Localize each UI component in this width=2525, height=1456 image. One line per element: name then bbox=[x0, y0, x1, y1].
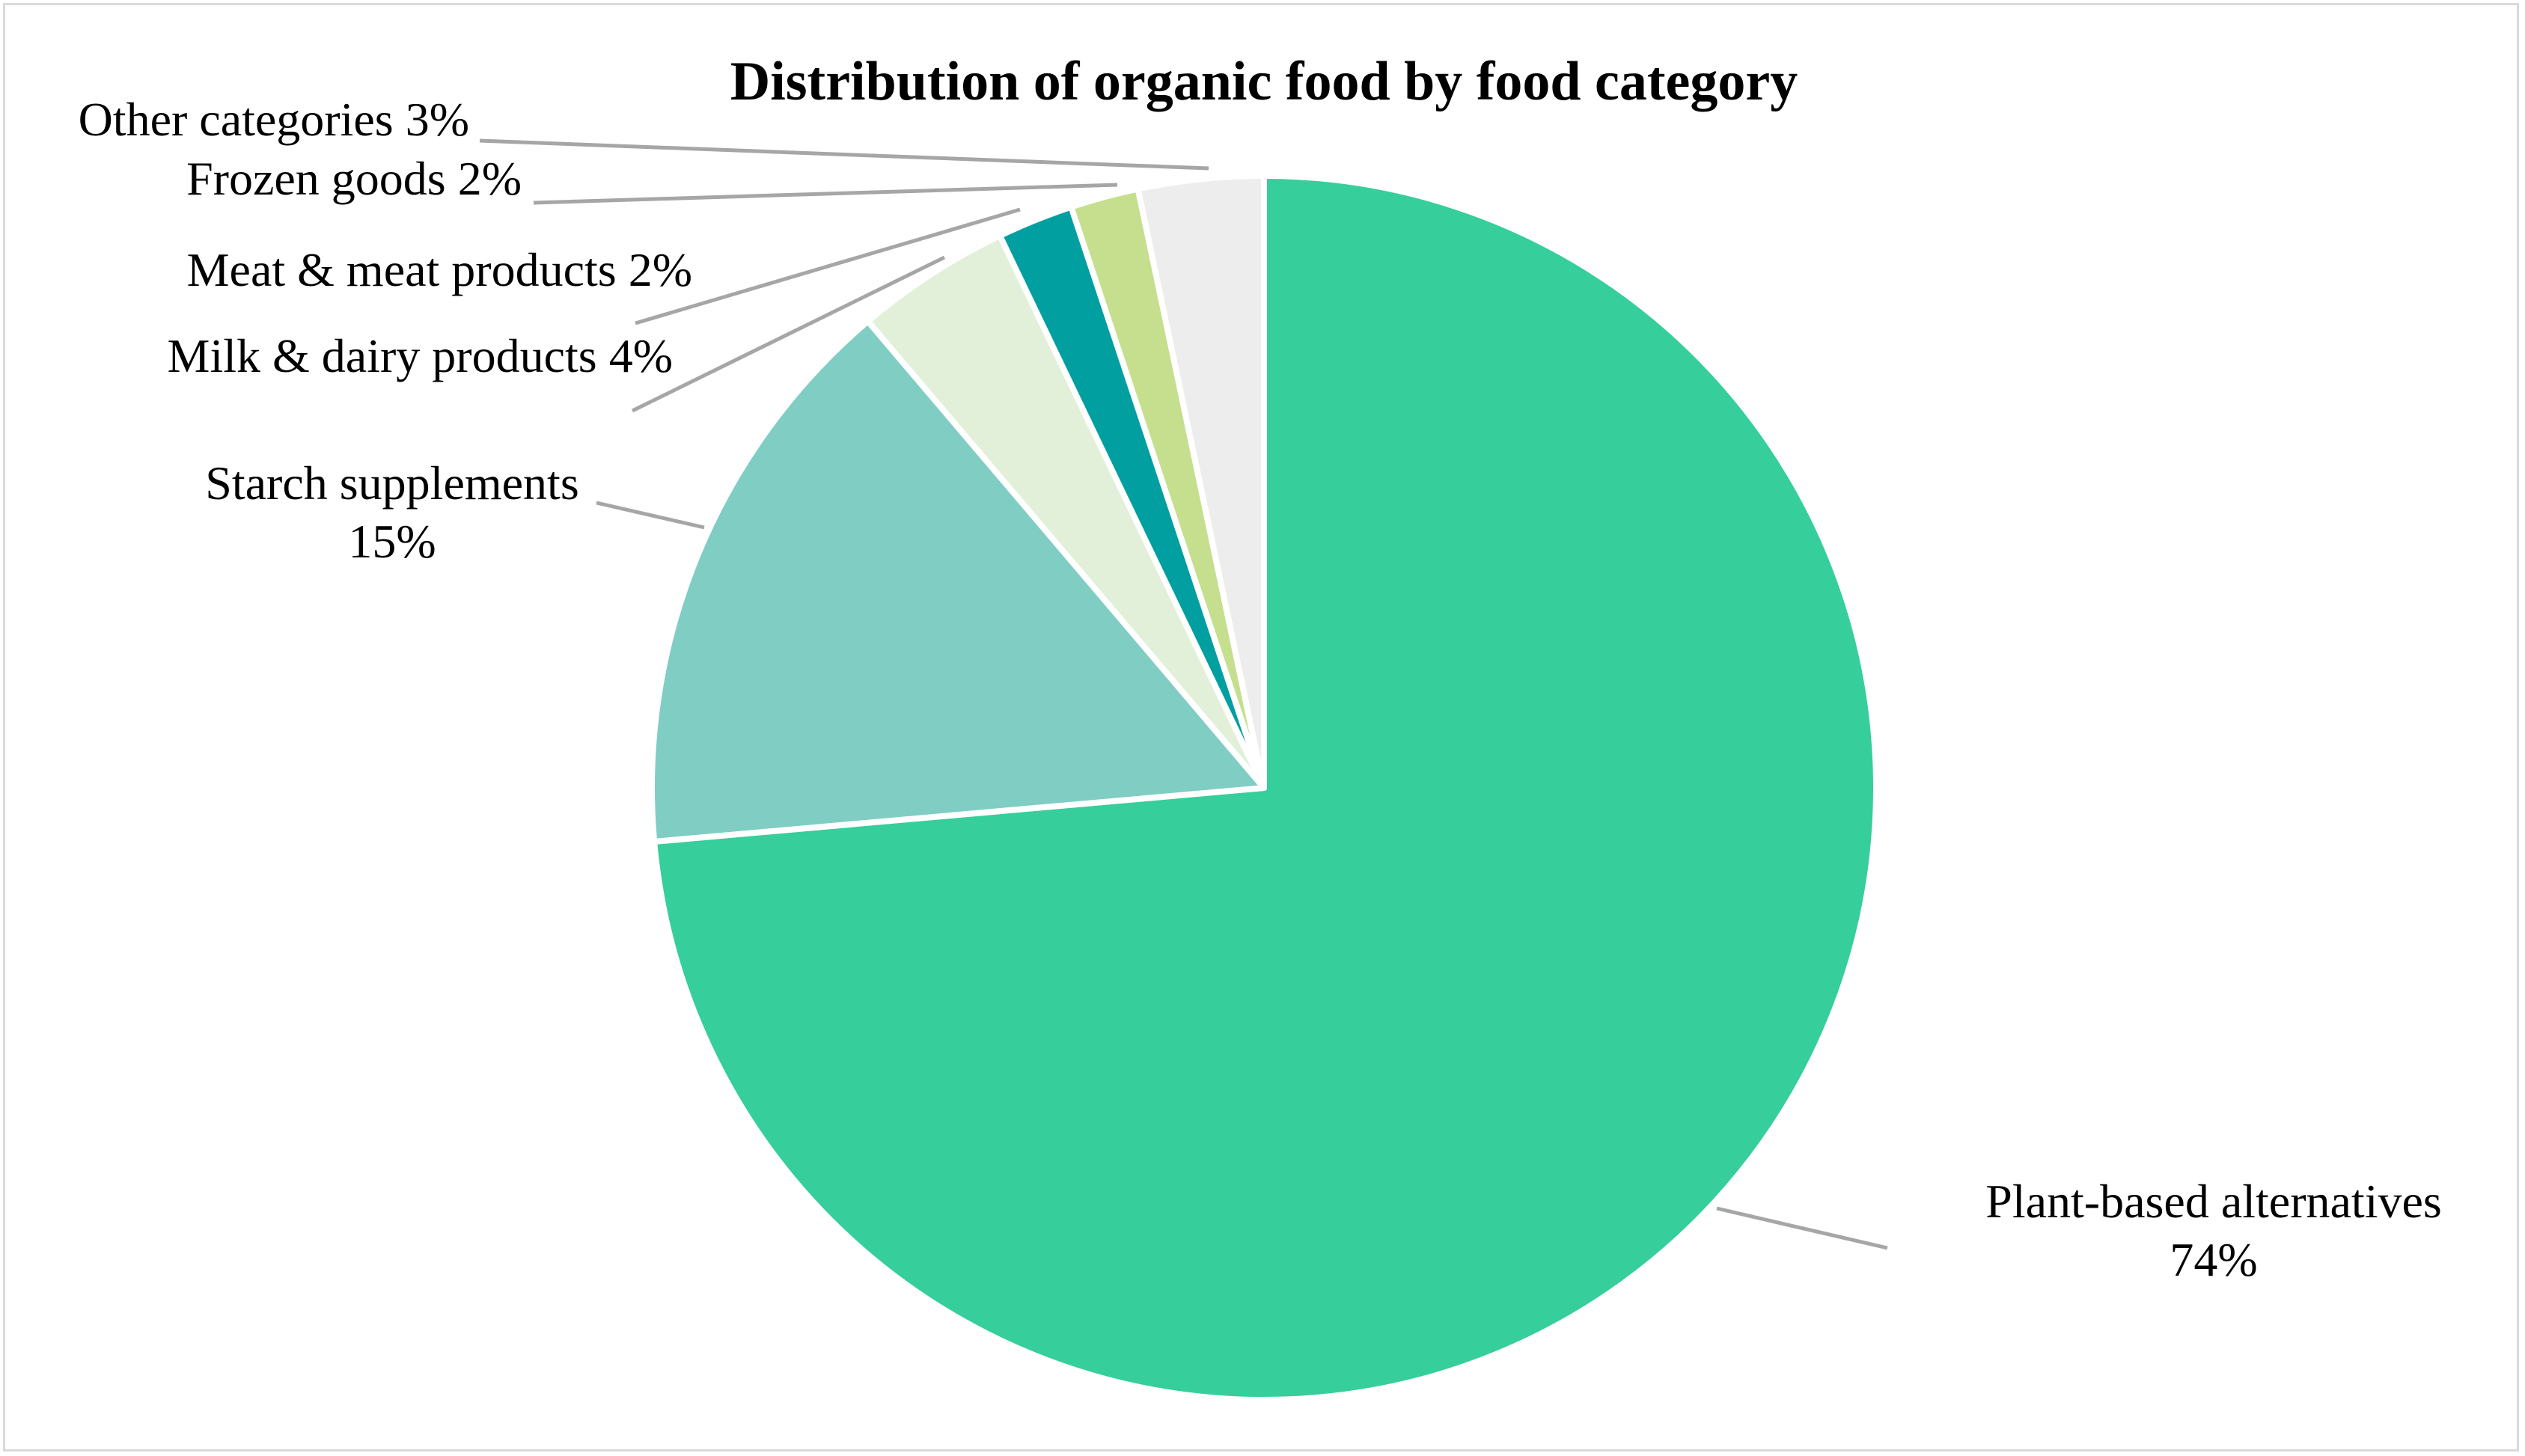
leader-line-plant-based-alternatives bbox=[1716, 1206, 1888, 1250]
slice-label-milk-and-dairy-products: Milk & dairy products 4% bbox=[168, 329, 673, 382]
label-line-name: Plant-based alternatives bbox=[1985, 1175, 2442, 1228]
slice-label-meat-and-meat-products: Meat & meat products 2% bbox=[187, 243, 692, 296]
pie-slice-milk-and-dairy-products bbox=[864, 233, 1267, 791]
chart-frame: Distribution of organic food by food cat… bbox=[3, 3, 2519, 1452]
slice-labels: Plant-based alternatives 74% Starch supple… bbox=[79, 93, 2442, 1286]
leader-line-milk-and-dairy-products bbox=[631, 255, 946, 413]
slice-label-starch-supplements: Starch supplements 15% bbox=[205, 456, 578, 568]
pie-slices bbox=[648, 173, 1879, 1403]
label-line-name: Meat & meat products 2% bbox=[187, 243, 692, 296]
label-line-percent: 15% bbox=[348, 515, 436, 568]
leader-line-meat-and-meat-products bbox=[635, 207, 1021, 325]
pie-chart: Distribution of organic food by food cat… bbox=[79, 51, 2442, 1403]
label-line-name: Other categories 3% bbox=[79, 93, 469, 146]
pie-slice-starch-supplements bbox=[648, 318, 1267, 845]
chart-title: Distribution of organic food by food cat… bbox=[730, 51, 1798, 112]
label-line-percent: 74% bbox=[2170, 1233, 2257, 1286]
label-line-name: Milk & dairy products 4% bbox=[168, 329, 673, 382]
leader-lines bbox=[479, 138, 1888, 1250]
slice-label-other-categories: Other categories 3% bbox=[79, 93, 469, 146]
pie-slice-other-categories bbox=[1135, 173, 1267, 791]
leader-line-frozen-goods bbox=[533, 183, 1118, 205]
leader-line-starch-supplements bbox=[596, 501, 705, 530]
slice-label-plant-based-alternatives: Plant-based alternatives 74% bbox=[1985, 1175, 2442, 1286]
slice-label-frozen-goods: Frozen goods 2% bbox=[186, 152, 522, 205]
leader-line-other-categories bbox=[479, 138, 1209, 171]
label-line-name: Starch supplements bbox=[205, 456, 578, 510]
label-line-name: Frozen goods 2% bbox=[186, 152, 522, 205]
